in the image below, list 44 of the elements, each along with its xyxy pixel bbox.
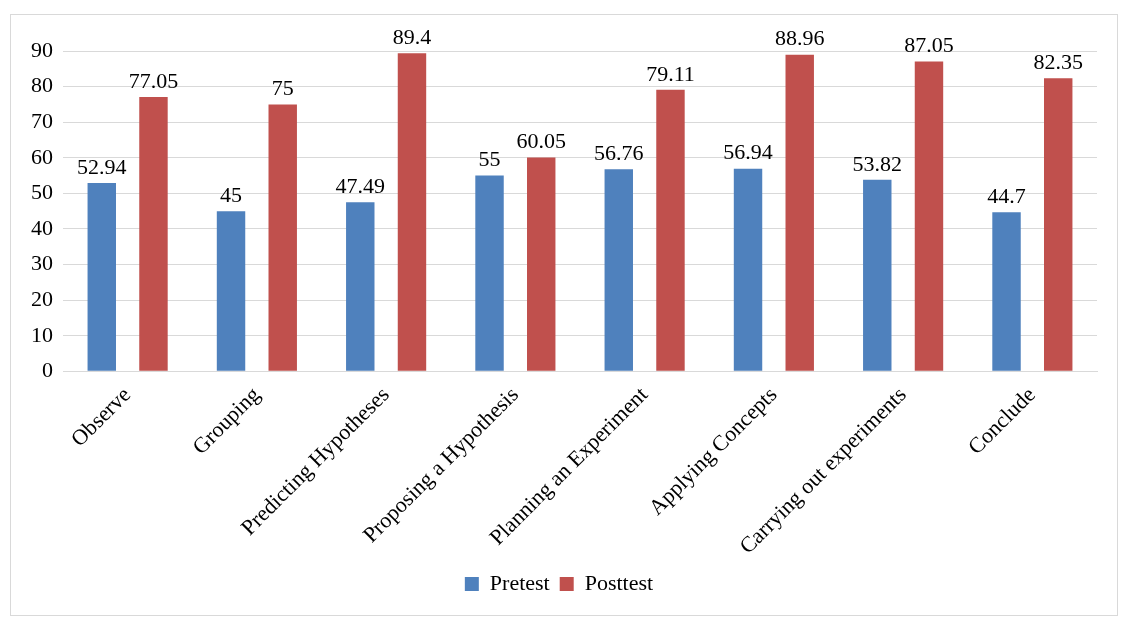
data-label: 53.82: [852, 150, 903, 176]
data-label: 56.94: [723, 139, 773, 165]
data-label: 56.76: [594, 140, 644, 166]
data-label: 77.05: [128, 67, 179, 93]
y-tick-label: 20: [31, 285, 53, 311]
data-label: 82.35: [1033, 49, 1083, 75]
bar: [785, 54, 814, 371]
data-label: 75: [271, 75, 294, 101]
y-tick-label: 70: [31, 107, 53, 133]
bar: [527, 157, 556, 371]
bar: [346, 202, 375, 371]
data-label: 44.7: [987, 183, 1026, 209]
data-label: 60.05: [516, 128, 566, 154]
y-tick-label: 50: [31, 179, 53, 205]
data-label: 52.94: [77, 153, 127, 179]
data-label: 47.49: [335, 173, 386, 199]
y-tick-label: 10: [31, 321, 53, 347]
bar: [216, 211, 246, 371]
bar: [139, 97, 168, 371]
bar: [604, 169, 633, 371]
data-label: 55: [478, 146, 501, 172]
y-tick-label: 90: [31, 36, 53, 62]
y-tick-label: 40: [31, 214, 53, 240]
y-tick-label: 80: [31, 72, 53, 98]
bar: [914, 61, 944, 371]
y-tick-label: 0: [42, 357, 53, 383]
bar: [475, 175, 504, 371]
data-label: 45: [220, 181, 243, 207]
bar: [656, 89, 685, 371]
y-tick-label: 30: [31, 250, 53, 276]
bar: [397, 53, 427, 371]
data-label: 88.96: [774, 25, 825, 51]
bar: [1044, 78, 1073, 371]
data-label: 87.05: [904, 32, 954, 58]
bar: [992, 212, 1021, 371]
bar: [87, 182, 116, 371]
bar: [268, 104, 297, 371]
bar: [863, 179, 892, 371]
y-tick-label: 60: [31, 143, 53, 169]
data-label: 89.4: [392, 23, 432, 49]
data-label: 79.11: [646, 60, 695, 86]
legend-label: Pretest: [489, 569, 550, 595]
bar: [733, 168, 763, 371]
legend-label: Posttest: [584, 569, 654, 595]
